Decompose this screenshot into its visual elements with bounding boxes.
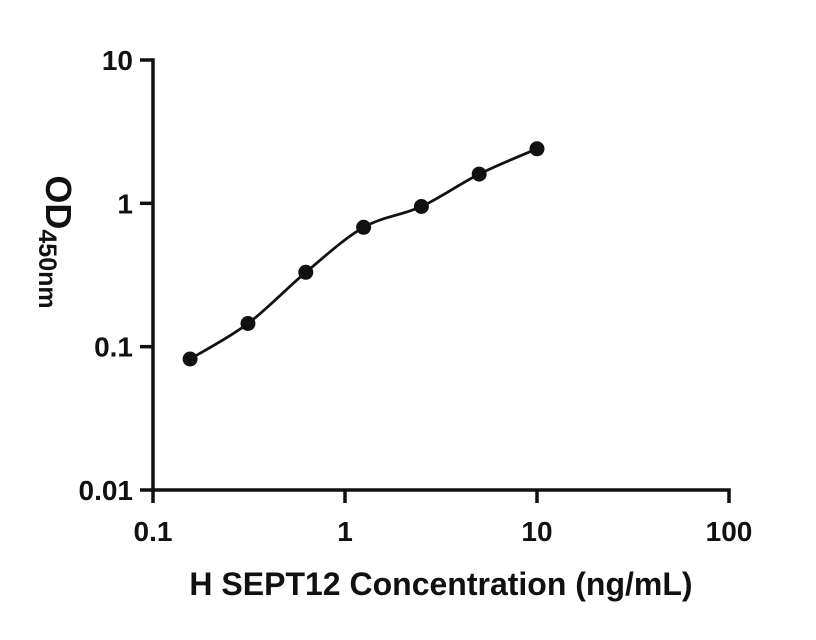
y-axis-title-main: OD <box>38 175 79 229</box>
data-point <box>298 264 314 280</box>
data-point <box>240 316 256 331</box>
x-tick-label: 0.1 <box>134 516 173 547</box>
x-tick-label: 100 <box>706 516 753 547</box>
data-point <box>356 219 372 235</box>
y-tick-label: 10 <box>102 45 133 76</box>
data-point <box>413 199 429 214</box>
y-axis-title-subscript: 450nm <box>33 229 61 308</box>
x-tick-label: 10 <box>521 516 552 547</box>
y-axis-title: OD450nm <box>33 175 79 308</box>
data-point <box>182 351 198 367</box>
x-axis-title: H SEPT12 Concentration (ng/mL) <box>189 566 692 602</box>
y-tick-label: 1 <box>117 188 133 219</box>
y-tick-label: 0.01 <box>79 475 134 506</box>
y-tick-label: 0.1 <box>94 332 133 363</box>
x-tick-label: 1 <box>337 516 353 547</box>
data-point <box>471 166 487 182</box>
data-point <box>529 141 545 157</box>
